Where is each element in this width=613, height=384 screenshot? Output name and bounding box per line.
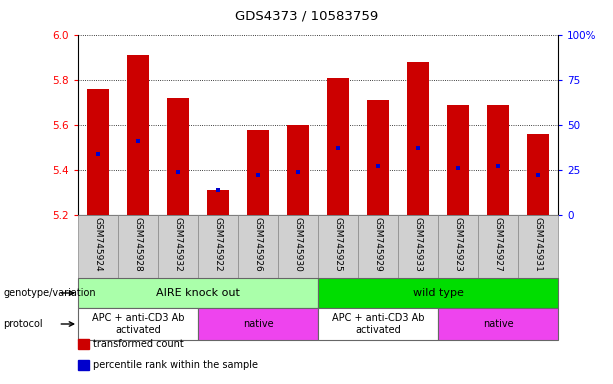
Text: percentile rank within the sample: percentile rank within the sample — [93, 360, 258, 370]
Bar — [167, 98, 189, 215]
Bar — [158, 215, 198, 278]
Bar — [358, 215, 398, 278]
Text: GSM745931: GSM745931 — [533, 217, 543, 272]
Bar — [87, 89, 109, 215]
Text: GSM745930: GSM745930 — [294, 217, 302, 272]
Bar — [407, 62, 429, 215]
Text: GSM745926: GSM745926 — [254, 217, 262, 271]
Bar — [127, 55, 149, 215]
Bar — [78, 215, 118, 278]
Bar — [78, 308, 198, 340]
Bar — [527, 134, 549, 215]
Bar — [438, 308, 558, 340]
Text: GSM745925: GSM745925 — [333, 217, 343, 271]
Bar — [247, 129, 269, 215]
Bar — [327, 78, 349, 215]
Text: genotype/variation: genotype/variation — [3, 288, 96, 298]
Bar — [478, 215, 518, 278]
Bar — [318, 215, 358, 278]
Text: AIRE knock out: AIRE knock out — [156, 288, 240, 298]
Bar — [438, 215, 478, 278]
Text: GSM745929: GSM745929 — [373, 217, 383, 271]
Text: GSM745922: GSM745922 — [213, 217, 223, 271]
Text: GSM745933: GSM745933 — [414, 217, 422, 272]
Text: GSM745924: GSM745924 — [94, 217, 102, 271]
Bar — [318, 278, 558, 308]
Bar — [367, 100, 389, 215]
Bar — [207, 190, 229, 215]
Text: GDS4373 / 10583759: GDS4373 / 10583759 — [235, 10, 378, 23]
Text: APC + anti-CD3 Ab
activated: APC + anti-CD3 Ab activated — [92, 313, 185, 335]
Bar — [518, 215, 558, 278]
Text: protocol: protocol — [3, 319, 43, 329]
Bar — [238, 215, 278, 278]
Bar — [487, 105, 509, 215]
Bar — [118, 215, 158, 278]
Bar — [318, 308, 438, 340]
Text: GSM745923: GSM745923 — [454, 217, 462, 271]
Bar — [278, 215, 318, 278]
Bar — [198, 215, 238, 278]
Bar — [198, 308, 318, 340]
Text: native: native — [243, 319, 273, 329]
Text: wild type: wild type — [413, 288, 463, 298]
Bar — [287, 125, 309, 215]
Text: GSM745932: GSM745932 — [173, 217, 183, 271]
Bar — [398, 215, 438, 278]
Text: native: native — [482, 319, 513, 329]
Bar — [447, 105, 469, 215]
Text: transformed count: transformed count — [93, 339, 184, 349]
Text: APC + anti-CD3 Ab
activated: APC + anti-CD3 Ab activated — [332, 313, 424, 335]
Text: GSM745927: GSM745927 — [493, 217, 503, 271]
Bar — [78, 278, 318, 308]
Text: GSM745928: GSM745928 — [134, 217, 142, 271]
